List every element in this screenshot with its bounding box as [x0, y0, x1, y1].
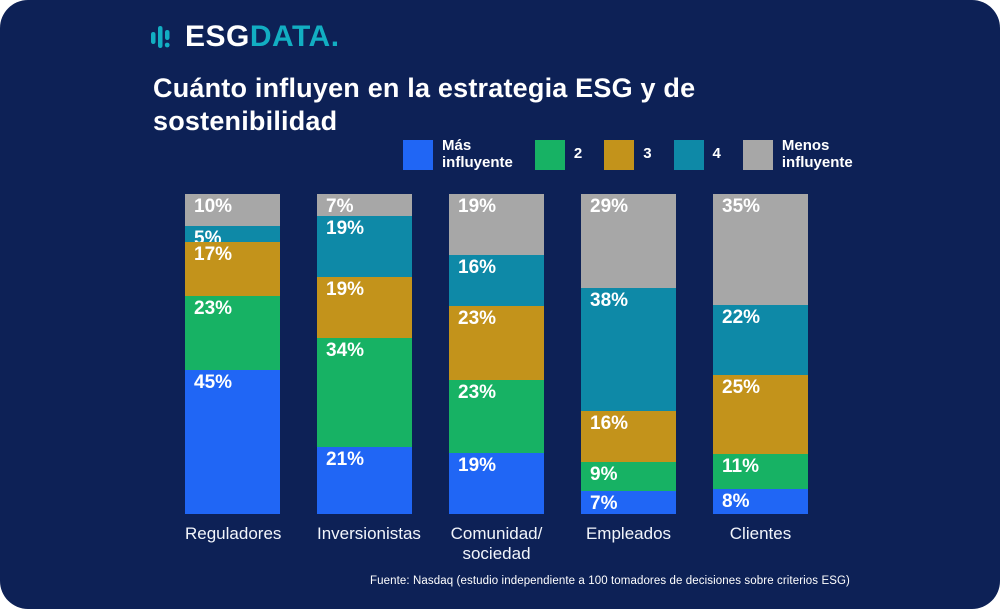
legend-swatch — [534, 139, 565, 170]
segment-value-label: 7% — [590, 493, 618, 515]
category-label: Clientes — [729, 524, 792, 543]
segment-value-label: 35% — [722, 196, 761, 217]
legend-swatch — [742, 139, 773, 170]
legend-item: Menos influyente — [742, 137, 853, 172]
bar-segment: 7% — [317, 194, 412, 216]
brand-name-primary: ESG — [185, 20, 250, 53]
segment-value-label: 19% — [458, 455, 497, 477]
legend-item: 2 — [534, 139, 583, 170]
bar-segment: 23% — [449, 306, 544, 380]
bar-segment: 25% — [713, 374, 808, 454]
legend-item: 4 — [673, 139, 721, 170]
bar-column: 10% 5% 17% 23% 45% Reguladores — [185, 194, 282, 565]
bar-segment: 19% — [449, 194, 544, 255]
bar-segment: 5% — [185, 226, 280, 248]
legend-swatch — [604, 139, 635, 170]
bar-chart: 10% 5% 17% 23% 45% Reguladores 7% 19% 19% 34% 21% I… — [185, 194, 808, 565]
brand-logo: ESGDATA. — [150, 20, 340, 54]
bar-segment: 19% — [449, 453, 544, 514]
segment-value-label: 21% — [326, 448, 365, 470]
legend-swatch — [403, 139, 433, 170]
segment-value-label: 9% — [590, 464, 618, 486]
legend: Más influyente 2 3 4 Menos influyente — [403, 137, 853, 172]
bar-chart-columns: 10% 5% 17% 23% 45% Reguladores 7% 19% 19% 34% 21% I… — [185, 194, 808, 565]
segment-value-label: 17% — [194, 244, 233, 265]
category-label: Inversionistas — [317, 524, 421, 543]
segment-value-label: 34% — [326, 340, 365, 361]
page-title: Cuánto influyen en la estrategia ESG y d… — [153, 73, 696, 136]
segment-value-label: 19% — [326, 279, 365, 301]
esgdata-logo-icon — [151, 26, 170, 48]
brand-dot: . — [330, 20, 340, 53]
segment-value-label: 45% — [194, 372, 233, 393]
bar-segment: 16% — [449, 254, 544, 306]
bar-segment: 22% — [713, 304, 808, 375]
bar-segment: 35% — [713, 194, 808, 305]
bar-segment: 8% — [713, 488, 808, 514]
bar-segment: 23% — [449, 379, 544, 454]
segment-value-label: 25% — [722, 376, 761, 398]
category-label: Comunidad/ sociedad — [450, 524, 543, 564]
legend-label: Más influyente — [442, 137, 513, 171]
bar-segment: 21% — [317, 446, 412, 514]
bar-stack: 35% 22% 25% 11% 8% — [713, 194, 808, 514]
segment-value-label: 23% — [194, 298, 233, 320]
bar-segment: 9% — [581, 462, 676, 492]
segment-value-label: 38% — [590, 289, 629, 311]
segment-value-label: 8% — [722, 490, 750, 512]
bar-segment: 23% — [185, 296, 280, 370]
bar-segment: 38% — [581, 287, 676, 411]
category-label: Empleados — [585, 524, 672, 543]
legend-item: Más influyente — [403, 137, 513, 172]
segment-value-label: 29% — [590, 196, 629, 217]
bar-segment: 34% — [317, 338, 412, 447]
bar-segment: 11% — [713, 453, 808, 489]
segment-value-label: 23% — [458, 308, 497, 329]
bar-stack: 29% 38% 16% 9% 7% — [581, 194, 676, 514]
bar-column: 35% 22% 25% 11% 8% Clientes — [713, 194, 808, 565]
legend-label: Menos influyente — [781, 137, 853, 171]
bar-stack: 10% 5% 17% 23% 45% — [185, 194, 280, 514]
bar-segment: 17% — [185, 242, 280, 297]
bar-stack: 7% 19% 19% 34% 21% — [317, 194, 412, 514]
bar-column: 19% 16% 23% 23% 19% Comunidad/ sociedad — [449, 194, 544, 565]
segment-value-label: 7% — [326, 196, 354, 217]
bar-segment: 29% — [581, 194, 676, 288]
source-note: Fuente: Nasdaq (estudio independiente a … — [370, 575, 850, 587]
segment-value-label: 10% — [194, 196, 233, 217]
legend-label: 3 — [643, 145, 652, 163]
brand-name-secondary: DATA — [249, 20, 331, 53]
legend-item: 3 — [604, 139, 652, 170]
legend-label: 2 — [573, 145, 583, 163]
segment-value-label: 22% — [722, 306, 761, 328]
bar-segment: 7% — [581, 491, 676, 514]
category-label: Reguladores — [185, 524, 282, 543]
bar-column: 29% 38% 16% 9% 7% Empleados — [581, 194, 676, 565]
bar-segment: 16% — [581, 410, 676, 463]
segment-value-label: 16% — [590, 412, 629, 434]
bar-column: 7% 19% 19% 34% 21% Inversionistas — [317, 194, 421, 565]
segment-value-label: 16% — [458, 256, 497, 278]
bar-segment: 19% — [317, 277, 412, 338]
bar-segment: 45% — [185, 370, 280, 514]
legend-swatch — [673, 139, 704, 170]
segment-value-label: 19% — [326, 218, 365, 240]
legend-label: 4 — [712, 145, 721, 163]
segment-value-label: 23% — [458, 381, 497, 403]
brand-name: ESGDATA. — [185, 22, 340, 52]
segment-value-label: 11% — [722, 455, 759, 477]
bar-stack: 19% 16% 23% 23% 19% — [449, 194, 544, 514]
segment-value-label: 19% — [458, 196, 497, 217]
bar-segment: 10% — [185, 194, 280, 226]
bar-segment: 19% — [317, 216, 412, 278]
